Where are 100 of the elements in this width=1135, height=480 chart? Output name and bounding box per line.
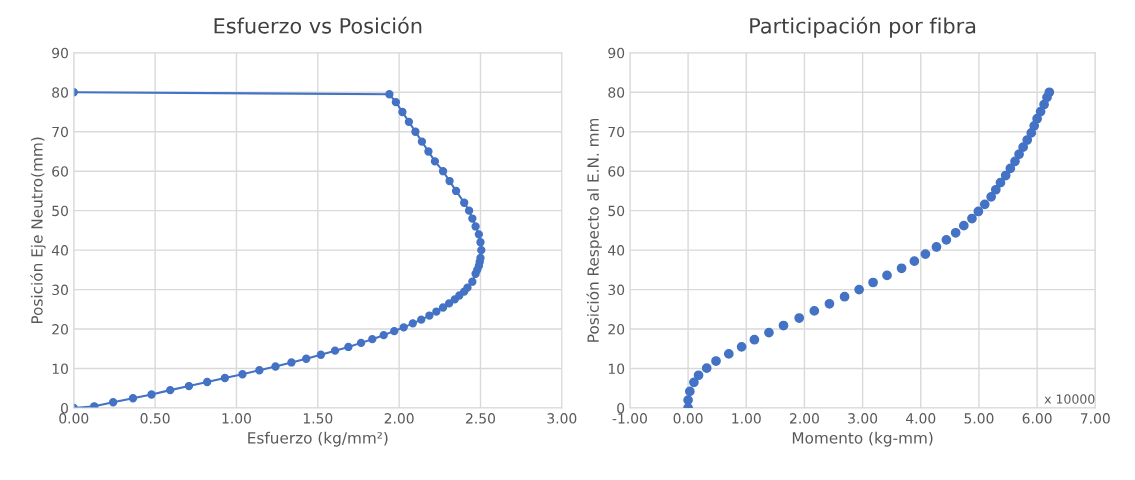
- point: [1029, 120, 1040, 131]
- point: [839, 291, 850, 302]
- point: [854, 284, 864, 295]
- point: [689, 377, 699, 388]
- point: [1014, 149, 1024, 160]
- x-tick-label: 0.00: [59, 413, 89, 424]
- point: [147, 390, 156, 399]
- point: [973, 206, 984, 217]
- point: [330, 346, 340, 355]
- point: [463, 283, 472, 292]
- point: [979, 199, 990, 210]
- point: [425, 311, 434, 320]
- point: [474, 230, 484, 239]
- point: [398, 107, 407, 117]
- chart-title: Esfuerzo vs Posición: [214, 16, 422, 34]
- x-tick-label: 4.00: [905, 413, 936, 424]
- point: [203, 377, 212, 387]
- x-tick-label: 1.00: [732, 413, 761, 424]
- point: [368, 335, 377, 344]
- point: [391, 97, 401, 107]
- point: [1044, 87, 1055, 98]
- point: [958, 220, 969, 231]
- y-tick-label: 20: [608, 324, 625, 335]
- point: [468, 214, 477, 223]
- y-tick-label: 10: [608, 363, 625, 375]
- point: [238, 370, 247, 379]
- point: [683, 395, 693, 405]
- point: [464, 206, 474, 215]
- point: [1018, 142, 1029, 152]
- point: [1000, 170, 1011, 181]
- point: [417, 137, 427, 146]
- point: [430, 157, 440, 166]
- point: [1010, 156, 1020, 167]
- x-tick-label: 2.00: [384, 413, 414, 424]
- x-tick-label: 1.00: [222, 413, 251, 424]
- point: [424, 147, 433, 156]
- point: [476, 238, 485, 247]
- point: [108, 398, 118, 407]
- point: [794, 313, 805, 323]
- point: [408, 319, 417, 328]
- point: [868, 277, 878, 288]
- point: [460, 198, 469, 207]
- point: [385, 90, 394, 99]
- point: [764, 327, 774, 338]
- point: [451, 186, 461, 196]
- point: [444, 299, 454, 308]
- chart-title: Participación por fibra: [750, 16, 976, 38]
- point: [128, 394, 138, 403]
- point: [184, 381, 194, 391]
- point: [344, 342, 353, 352]
- point: [950, 227, 961, 238]
- point: [882, 270, 892, 281]
- point: [404, 117, 414, 127]
- point: [316, 350, 326, 359]
- y-tick-label: 40: [608, 245, 625, 256]
- x-tick-label: 1.50: [303, 413, 333, 424]
- y-tick-label: 80: [608, 87, 625, 98]
- x-tick-label: 3.00: [848, 413, 878, 424]
- point: [1005, 163, 1016, 174]
- y-tick-label: 30: [608, 284, 625, 296]
- point: [931, 242, 942, 252]
- x-tick-label: 2.00: [789, 413, 819, 424]
- point: [986, 191, 997, 202]
- x-tick-label: 0.50: [140, 413, 170, 424]
- point: [438, 167, 448, 176]
- point: [749, 334, 760, 345]
- point: [967, 213, 977, 224]
- point: [896, 263, 907, 274]
- point: [990, 184, 1001, 195]
- y-tick-label: 60: [52, 166, 68, 177]
- point: [302, 354, 311, 363]
- point: [399, 323, 408, 332]
- point: [477, 245, 486, 255]
- y-tick-label: 40: [51, 245, 68, 256]
- point: [723, 349, 734, 359]
- point: [684, 386, 695, 397]
- y-tick-label: 90: [608, 47, 625, 59]
- y-tick-label: 50: [608, 205, 625, 217]
- point: [693, 370, 704, 381]
- point: [1039, 99, 1049, 110]
- point: [778, 320, 789, 331]
- y-tick-label: 30: [52, 284, 68, 296]
- point: [271, 362, 280, 371]
- point: [411, 127, 420, 136]
- point: [909, 256, 920, 267]
- x-tick-label: 0.00: [673, 413, 703, 424]
- point: [1032, 113, 1042, 124]
- x-tick-label: 6.00: [1022, 413, 1052, 424]
- point: [220, 373, 230, 383]
- x-tick-label: -1.00: [612, 413, 647, 424]
- point: [390, 326, 399, 336]
- x-tick-label: 5.00: [964, 413, 994, 424]
- x-axis-title: Esfuerzo (kg/mm²): [248, 431, 388, 447]
- y-tick-label: 0: [617, 402, 625, 414]
- point: [417, 315, 426, 324]
- point: [287, 358, 296, 367]
- point: [809, 306, 820, 316]
- point: [995, 177, 1006, 188]
- y-tick-label: 0: [60, 402, 68, 414]
- point: [711, 356, 721, 366]
